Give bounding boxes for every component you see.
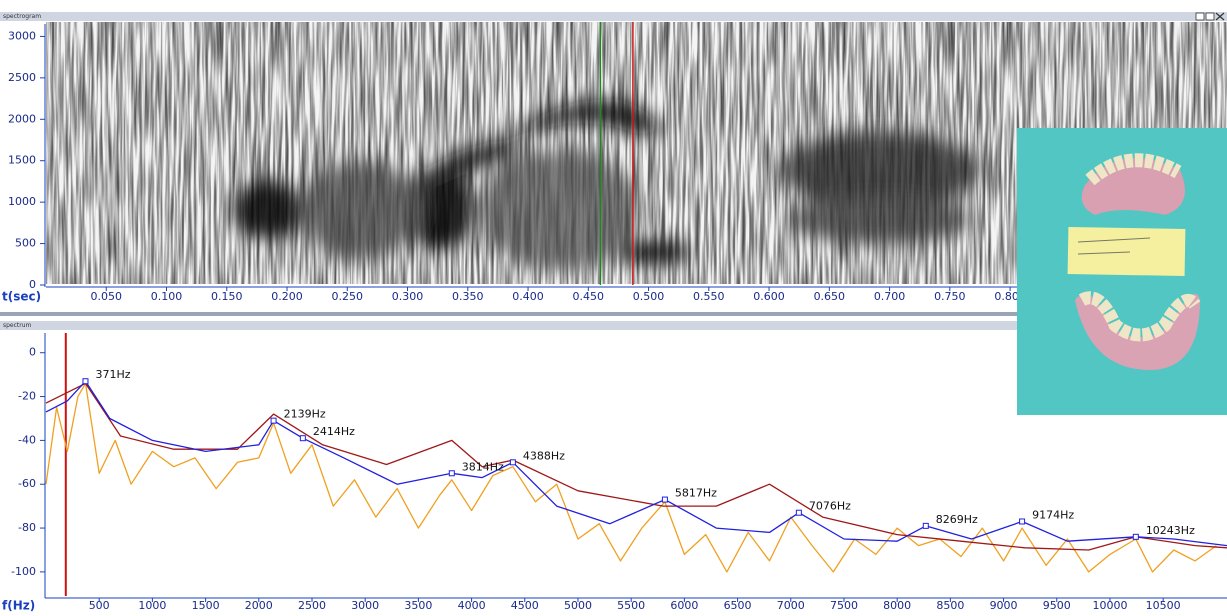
peak-marker <box>923 523 928 528</box>
x-axis-label: t(sec) <box>2 290 41 304</box>
panel-title: spectrogram <box>3 13 41 20</box>
peak-marker <box>510 460 515 465</box>
x-tick-label: 0.750 <box>934 290 966 303</box>
x-tick-label: 0.700 <box>874 290 906 303</box>
x-tick-label: 0.550 <box>693 290 725 303</box>
peak-marker <box>796 510 801 515</box>
peak-label: 8269Hz <box>936 513 978 526</box>
peak-label: 10243Hz <box>1146 524 1195 537</box>
x-tick-label: 0.200 <box>271 290 303 303</box>
y-tick-label: -100 <box>11 565 36 578</box>
x-tick-label: 0.150 <box>211 290 243 303</box>
y-tick-label: 500 <box>15 237 36 250</box>
x-tick-label: 0.050 <box>91 290 123 303</box>
y-tick-label: 1000 <box>8 195 36 208</box>
photo-inset <box>1017 128 1227 415</box>
x-tick-label: 0.650 <box>814 290 846 303</box>
peak-marker <box>300 436 305 441</box>
peak-marker <box>271 418 276 423</box>
y-tick-label: 2500 <box>8 71 36 84</box>
x-tick-label: 0.100 <box>151 290 183 303</box>
peak-label: 5817Hz <box>675 487 717 500</box>
x-tick-label: 0.400 <box>512 290 544 303</box>
y-tick-label: 2000 <box>8 112 36 125</box>
x-axis-label: f(Hz) <box>2 599 35 613</box>
peak-marker <box>1133 534 1138 539</box>
peak-marker <box>1020 519 1025 524</box>
peak-label: 3814Hz <box>462 460 504 473</box>
x-tick-label: 0.350 <box>452 290 484 303</box>
y-tick-label: 0 <box>29 278 36 291</box>
y-tick-label: -20 <box>18 390 36 403</box>
y-tick-label: -40 <box>18 433 36 446</box>
x-tick-label: 0.300 <box>392 290 424 303</box>
peak-label: 2414Hz <box>313 425 355 438</box>
title-bar <box>0 12 1227 21</box>
y-tick-label: 1500 <box>8 154 36 167</box>
y-tick-label: 0 <box>29 346 36 359</box>
panel-title: spectrum <box>3 322 32 329</box>
peak-marker <box>449 471 454 476</box>
peak-label: 4388Hz <box>523 449 565 462</box>
y-tick-label: -80 <box>18 521 36 534</box>
peak-marker <box>83 379 88 384</box>
x-tick-label: 0.500 <box>633 290 665 303</box>
peak-label: 9174Hz <box>1032 508 1074 521</box>
peak-label: 7076Hz <box>809 500 851 513</box>
peak-label: 2139Hz <box>284 408 326 421</box>
x-tick-label: 0.600 <box>753 290 785 303</box>
y-tick-label: 3000 <box>8 29 36 42</box>
peak-marker <box>662 497 667 502</box>
y-tick-label: -60 <box>18 477 36 490</box>
app-window: spectrogram t(sec) spectrum f(Hz) 0 500 10… <box>0 0 1227 616</box>
x-tick-label: 0.250 <box>332 290 364 303</box>
peak-label: 371Hz <box>95 368 130 381</box>
x-tick-label: 0.450 <box>573 290 605 303</box>
